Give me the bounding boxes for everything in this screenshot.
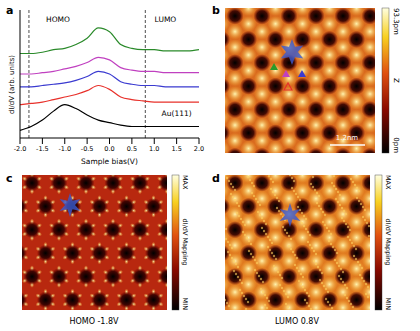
- svg-text:b: b: [212, 4, 220, 17]
- svg-text:HOMO -1.8V: HOMO -1.8V: [69, 317, 119, 326]
- svg-text:MIN: MIN: [384, 298, 392, 311]
- svg-text:a: a: [6, 4, 13, 17]
- svg-text:LUMO 0.8V: LUMO 0.8V: [275, 317, 319, 326]
- svg-text:1.0: 1.0: [149, 145, 159, 153]
- svg-text:d: d: [212, 172, 220, 185]
- svg-text:Sample bias(V): Sample bias(V): [81, 157, 138, 166]
- svg-text:c: c: [6, 172, 13, 185]
- svg-text:-2.0: -2.0: [14, 145, 27, 153]
- svg-text:2.0: 2.0: [194, 145, 204, 153]
- svg-text:MIN: MIN: [181, 298, 189, 311]
- svg-text:Au(111): Au(111): [162, 109, 192, 118]
- svg-text:-1.5: -1.5: [36, 145, 49, 153]
- svg-text:Z: Z: [392, 78, 400, 83]
- svg-text:HOMO: HOMO: [46, 15, 70, 24]
- svg-text:0pm: 0pm: [392, 137, 400, 153]
- svg-text:MAX: MAX: [384, 175, 392, 190]
- svg-text:-0.5: -0.5: [81, 145, 94, 153]
- svg-text:1.5: 1.5: [171, 145, 181, 153]
- svg-text:dI/dV Mapping: dI/dV Mapping: [181, 219, 189, 266]
- svg-text:93.3pm: 93.3pm: [392, 8, 400, 35]
- svg-text:dI/dV (arb. units): dI/dV (arb. units): [8, 55, 16, 114]
- svg-text:MAX: MAX: [181, 175, 189, 190]
- svg-text:1.2nm: 1.2nm: [336, 134, 359, 142]
- svg-text:dI/dV Mapping: dI/dV Mapping: [384, 219, 392, 266]
- svg-text:LUMO: LUMO: [155, 15, 177, 24]
- svg-text:0.5: 0.5: [127, 145, 137, 153]
- svg-text:0.0: 0.0: [104, 145, 114, 153]
- svg-text:-1.0: -1.0: [58, 145, 71, 153]
